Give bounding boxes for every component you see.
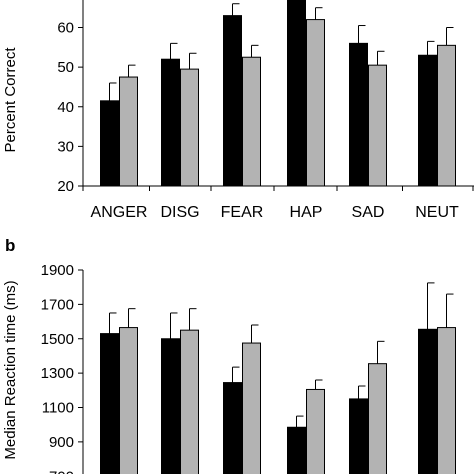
y-tick-label: 1700 [41, 296, 74, 313]
bar-neut-series2 [437, 44, 456, 187]
bar-fear-series2 [242, 342, 261, 474]
bar-anger-series1 [100, 333, 119, 474]
bar-disg-series1 [161, 338, 180, 474]
bar-neut-series2 [437, 327, 456, 474]
bar-disg-series1 [161, 58, 180, 187]
y-axis-label: Median Reaction time (ms) [2, 280, 19, 459]
y-tick-label: 1300 [41, 365, 74, 382]
bar-hap-series1 [287, 426, 306, 474]
bar-anger-series2 [119, 327, 138, 474]
bar-disg-series2 [180, 68, 199, 187]
bar-hap-series1 [287, 0, 306, 187]
bar-sad-series2 [368, 363, 387, 474]
bar-sad-series1 [349, 398, 368, 474]
x-tick-label: NEUT [415, 204, 459, 221]
chart-panel-1: 20 30 40 50 60 * ANGER DISG FEAR HAP SAD NEUT Percen… [2, 0, 474, 221]
bar-anger-series1 [100, 100, 119, 187]
x-tick-label: DISG [160, 204, 199, 221]
y-tick-label: 50 [57, 59, 74, 76]
bar-anger-series2 [119, 76, 138, 187]
y-tick-label: 60 [57, 20, 74, 37]
y-tick-label: 1900 [41, 262, 74, 279]
bar-hap-series2 [306, 19, 325, 187]
x-tick-label: ANGER [91, 204, 148, 221]
y-tick-label: 1100 [42, 400, 74, 417]
y-tick-label: 900 [49, 434, 74, 451]
bar-fear-series2 [242, 56, 261, 187]
bar-fear-series1 [223, 15, 242, 187]
bar-neut-series1 [418, 54, 437, 187]
y-tick-label: 1500 [41, 331, 74, 348]
bar-neut-series1 [418, 328, 437, 474]
bar-hap-series2 [306, 388, 325, 474]
y-axis-label: Percent Correct [2, 47, 19, 153]
significance-marker: * [230, 0, 236, 4]
bar-fear-series1 [223, 382, 242, 474]
x-tick-label: HAP [290, 204, 323, 221]
x-tick-label: SAD [352, 204, 385, 221]
y-tick-label: 40 [57, 99, 74, 116]
bar-disg-series2 [180, 329, 199, 474]
y-tick-label: 20 [57, 178, 74, 195]
bar-sad-series2 [368, 64, 387, 187]
panel-label: b [5, 236, 15, 255]
x-tick-label: FEAR [221, 204, 264, 221]
bar-sad-series1 [349, 42, 368, 187]
y-tick-label: 30 [57, 138, 74, 155]
chart-panel-2: 700 900 1100 1300 1500 1700 1900 Median Reactio… [2, 236, 456, 474]
y-tick-label: 700 [49, 468, 74, 474]
